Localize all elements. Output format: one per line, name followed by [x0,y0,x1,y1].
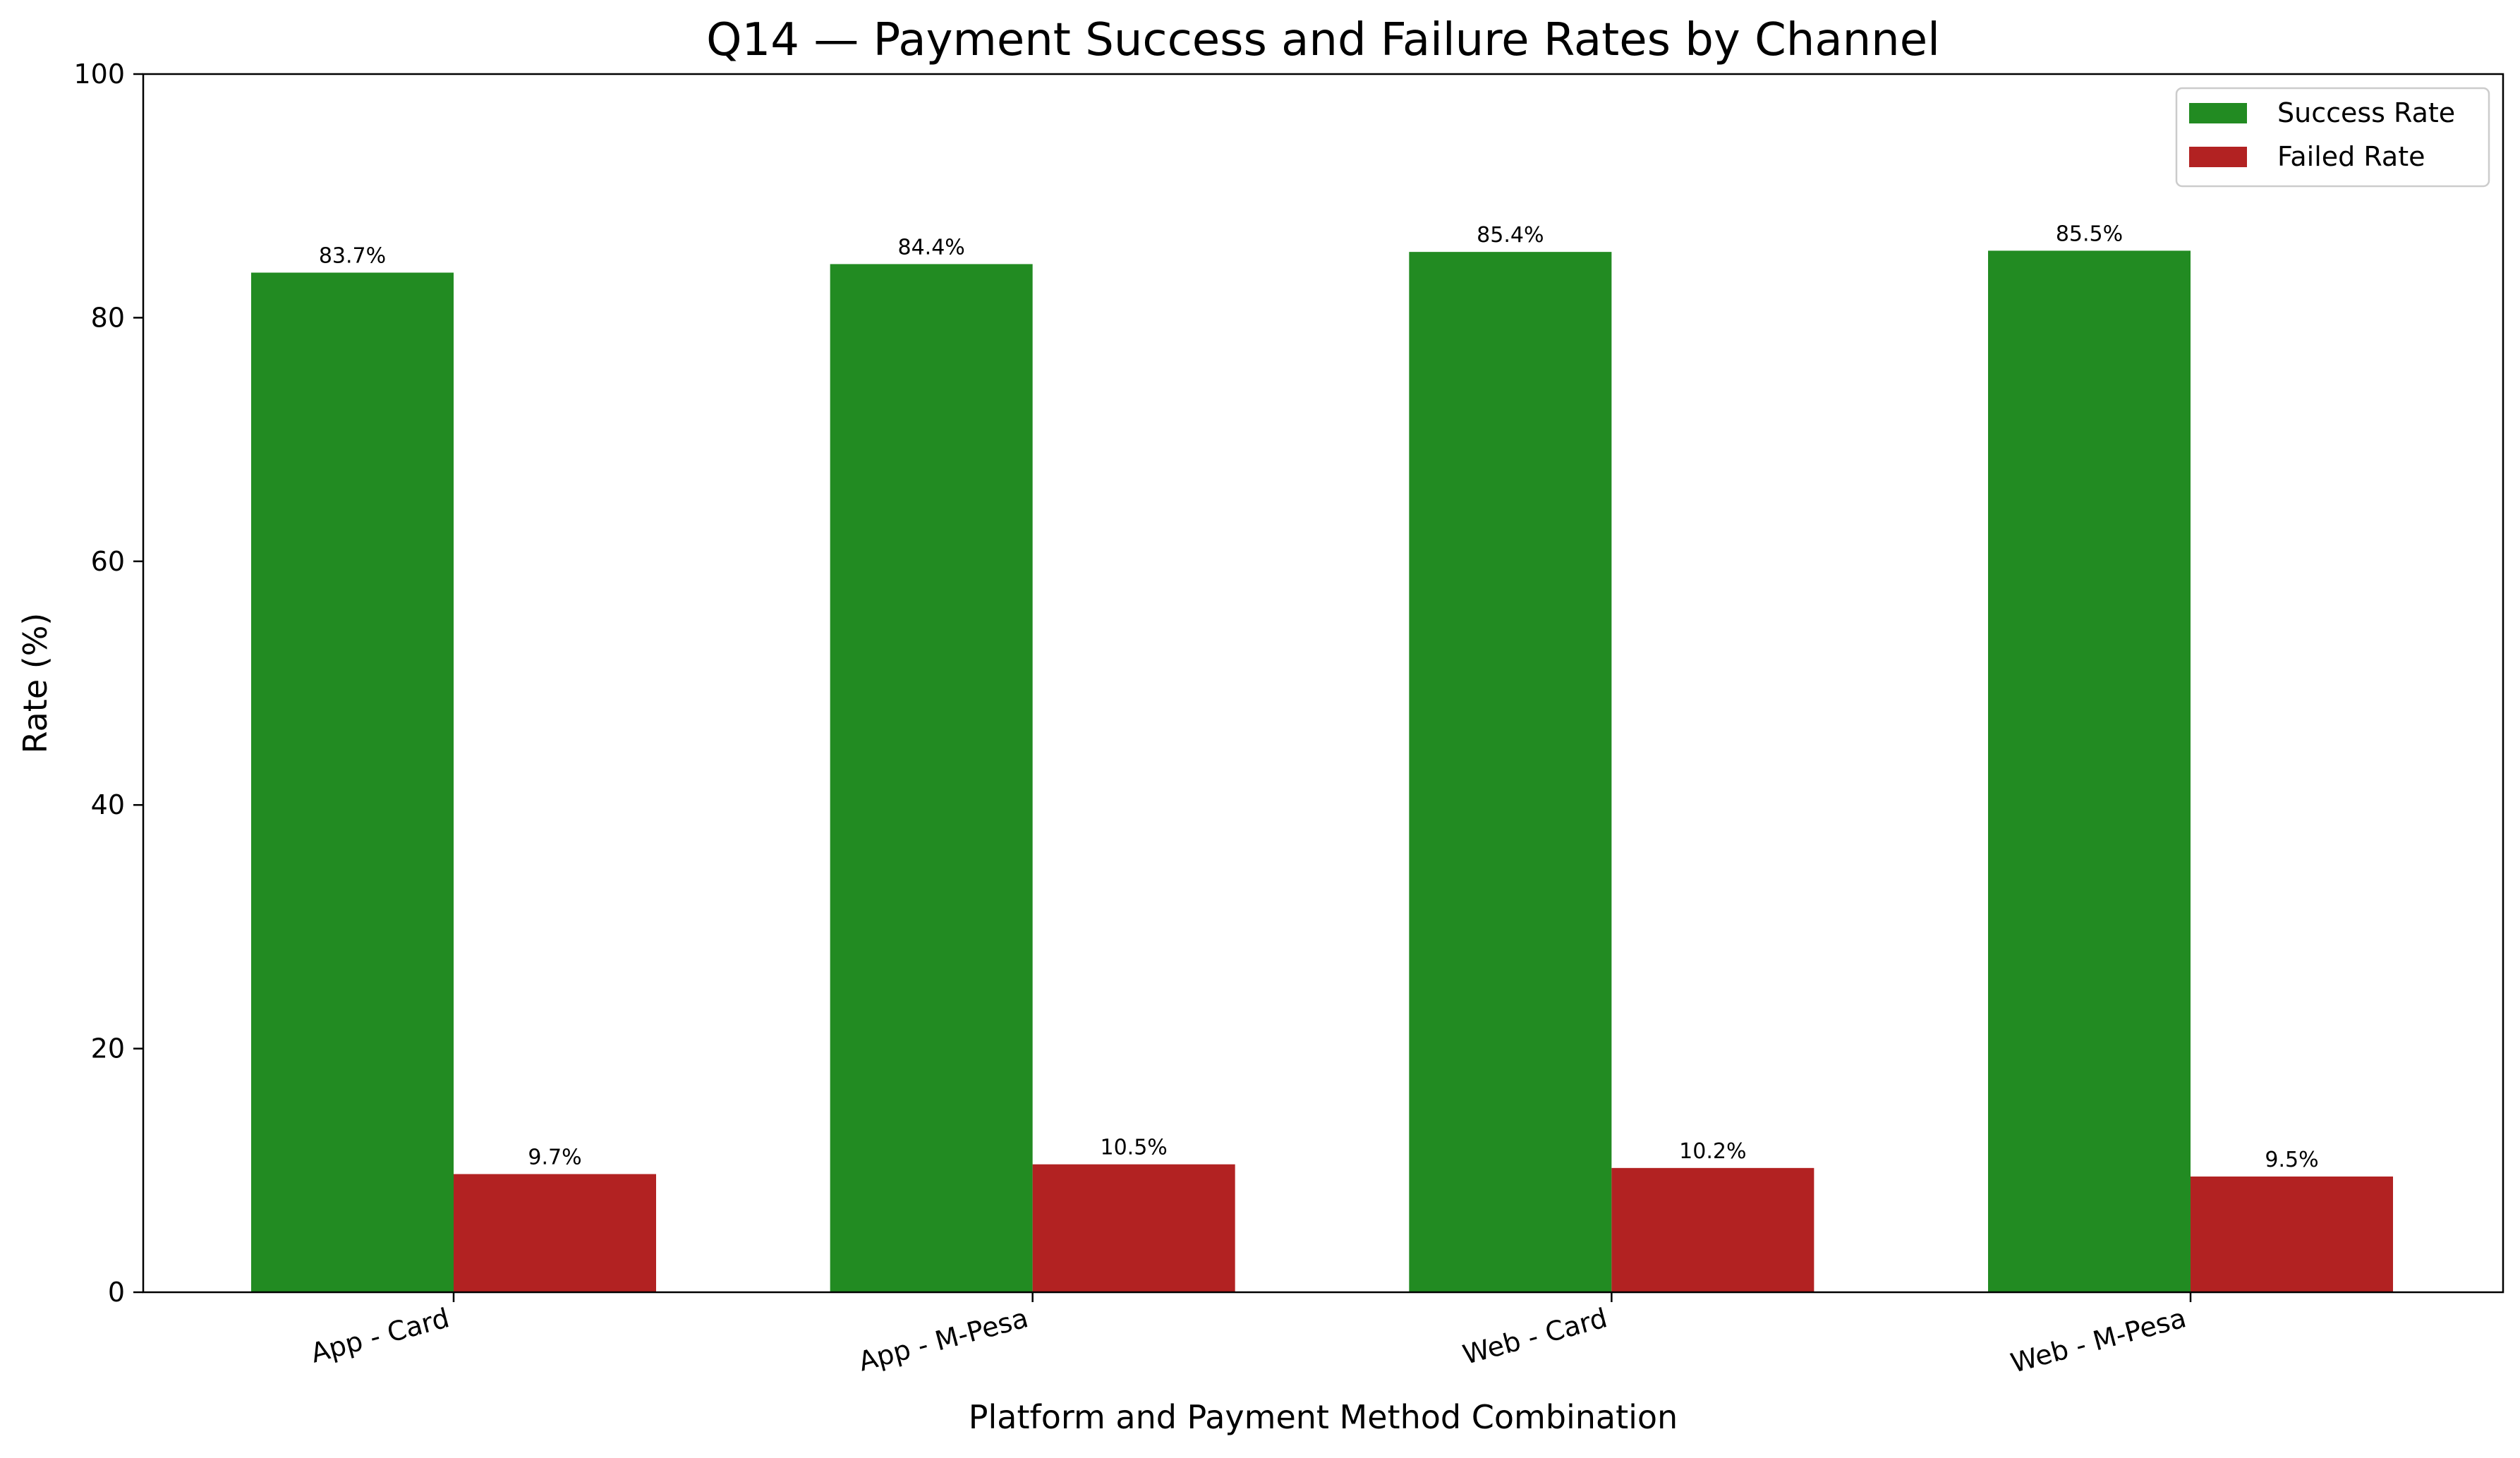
bar-failed-rate-app-card [454,1174,656,1292]
y-tick-label: 0 [108,1277,125,1308]
y-tick-label: 80 [91,302,125,333]
plot-frame [142,73,2504,1294]
legend-label: Success Rate [2277,97,2455,128]
bar-value-label: 85.4% [1477,223,1544,248]
chart-title: Q14 — Payment Success and Failure Rates … [706,14,1940,66]
bar-value-label: 9.7% [528,1145,581,1170]
bar-success-rate-app-card [251,272,454,1293]
bar-value-label: 85.5% [2056,221,2123,246]
y-axis-label: Rate (%) [16,613,54,754]
y-tick-label: 100 [73,59,125,90]
legend-label: Failed Rate [2277,141,2425,172]
bar-failed-rate-web-card [1611,1167,1815,1292]
bar-failed-rate-web-m-pesa [2191,1176,2393,1292]
y-axis: 0 20 40 60 80 100 [73,59,143,1308]
bar-success-rate-app-m-pesa [830,264,1033,1292]
legend-swatch [2189,147,2247,167]
x-axis-label: Platform and Payment Method Combination [969,1398,1678,1436]
bar-value-label: 83.7% [319,244,386,269]
bar-success-rate-web-card [1409,252,1612,1293]
bar-value-label: 10.2% [1679,1139,1746,1164]
bar-labels-layer: 83.7% 84.4% 85.4% 85.5% 9.7% 10.5% 10.2% 9.5% [319,221,2319,1172]
y-tick-label: 40 [91,789,125,820]
bar-failed-rate-app-m-pesa [1032,1164,1235,1292]
legend-swatch [2189,103,2247,123]
bar-success-rate-web-m-pesa [1988,250,2191,1292]
bar-value-label: 9.5% [2265,1148,2318,1172]
legend: Success Rate Failed Rate [2175,87,2490,188]
bar-value-label: 84.4% [898,235,965,260]
y-tick-label: 60 [91,546,125,577]
y-tick-label: 20 [91,1033,125,1064]
bar-value-label: 10.5% [1101,1136,1168,1160]
legend-box [2175,87,2490,188]
bars-layer [251,250,2393,1293]
